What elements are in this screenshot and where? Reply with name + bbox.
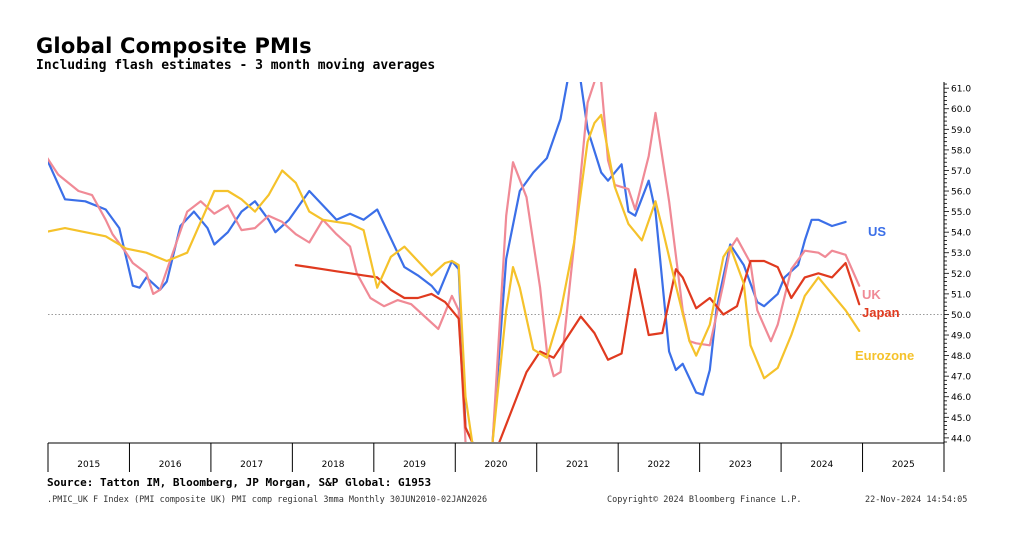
legend-label-us: US: [868, 224, 886, 239]
series-line-eurozone: [491, 113, 861, 442]
x-tick-label: 2021: [566, 460, 589, 470]
y-tick-label: 53.0: [951, 249, 971, 259]
legend-label-eurozone: Eurozone: [855, 348, 914, 363]
series-line-us: [579, 82, 847, 396]
chart-subtitle: Including flash estimates - 3 month movi…: [36, 58, 436, 73]
y-tick-label: 57.0: [951, 167, 971, 177]
y-tick-label: 46.0: [951, 393, 971, 403]
axis-layer: 2015 2016 2017 2018 2019 2020 2021 2022 2023 2024…: [47, 82, 971, 472]
x-tick-label: 2019: [403, 460, 426, 470]
y-tick-label: 48.0: [951, 352, 971, 362]
x-tick-label: 2022: [647, 460, 670, 470]
y-tick-label: 50.0: [951, 311, 971, 321]
y-tick-label: 47.0: [951, 373, 971, 383]
series-line-japan: [294, 264, 474, 442]
x-tick-label: 2024: [810, 460, 833, 470]
legend-label-japan: Japan: [862, 305, 900, 320]
series-layer: [48, 82, 861, 442]
y-tick-label: 45.0: [951, 414, 971, 424]
legend-label-uk: UK: [862, 287, 881, 302]
y-tick-label: 44.0: [951, 434, 971, 444]
y-tick-label: 60.0: [951, 105, 971, 115]
copyright-note: Copyright© 2024 Bloomberg Finance L.P.: [607, 495, 802, 505]
timestamp: 22-Nov-2024 14:54:05: [865, 495, 968, 505]
series-line-us: [48, 158, 474, 442]
y-tick-label: 58.0: [951, 146, 971, 156]
index-info: .PMIC_UK F Index (PMI composite UK) PMI …: [47, 495, 488, 505]
y-tick-label: 59.0: [951, 126, 971, 136]
y-tick-label: 56.0: [951, 188, 971, 198]
y-tick-label: 52.0: [951, 270, 971, 280]
y-tick-label: 51.0: [951, 290, 971, 300]
legend-layer: US UK Japan Eurozone: [855, 224, 914, 363]
series-line-us: [491, 82, 569, 442]
series-line-uk: [491, 82, 596, 442]
x-tick-label: 2020: [485, 460, 508, 470]
chart-title: Global Composite PMIs: [36, 34, 312, 58]
y-tick-label: 61.0: [951, 85, 971, 95]
x-tick-label: 2025: [892, 460, 915, 470]
series-line-uk: [600, 82, 861, 347]
x-tick-label: 2016: [159, 460, 182, 470]
source-note: Source: Tatton IM, Bloomberg, JP Morgan,…: [47, 476, 432, 489]
y-tick-label: 55.0: [951, 208, 971, 218]
x-tick-label: 2018: [322, 460, 345, 470]
y-tick-label: 54.0: [951, 229, 971, 239]
x-tick-label: 2017: [240, 460, 263, 470]
x-tick-label: 2023: [729, 460, 752, 470]
y-tick-label: 49.0: [951, 332, 971, 342]
series-line-eurozone: [48, 169, 474, 442]
x-tick-label: 2015: [77, 460, 100, 470]
series-line-japan: [498, 259, 861, 442]
